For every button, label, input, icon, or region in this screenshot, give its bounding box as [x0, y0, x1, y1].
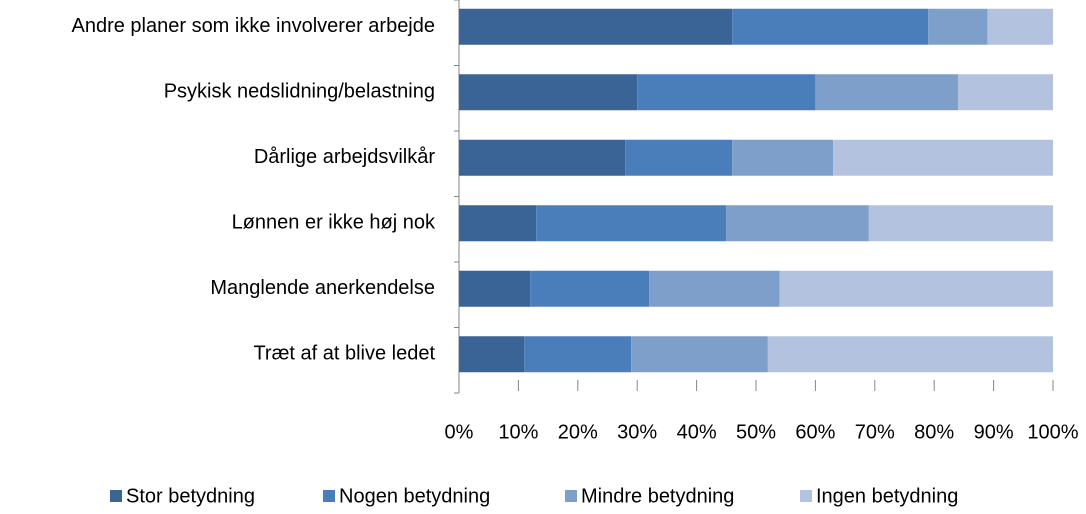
x-tick-label: 10%	[498, 421, 538, 443]
y-tick-label: Træt af at blive ledet	[253, 343, 435, 365]
x-tick-label: 0%	[445, 421, 474, 443]
x-tick-label: 50%	[736, 421, 776, 443]
legend-label: Ingen betydning	[816, 485, 958, 507]
y-tick-label: Dårlige arbejdsvilkår	[254, 146, 436, 168]
x-tick-label: 40%	[677, 421, 717, 443]
legend-swatch	[110, 490, 122, 502]
bar-segment	[459, 270, 531, 307]
y-tick-label: Psykisk nedslidning/belastning	[164, 81, 435, 103]
x-tick-label: 60%	[795, 421, 835, 443]
bar-segment	[957, 74, 1053, 111]
bar-segment	[459, 8, 733, 45]
bar-segment	[625, 139, 733, 176]
x-tick-label: 100%	[1027, 421, 1078, 443]
bar-segment	[732, 139, 834, 176]
legend-label: Stor betydning	[126, 485, 255, 507]
bar-segment	[928, 8, 988, 45]
bar-segment	[815, 74, 958, 111]
x-tick-label: 90%	[974, 421, 1014, 443]
bar-segment	[530, 270, 650, 307]
bar-segment	[536, 205, 727, 242]
bar-segment	[732, 8, 929, 45]
x-tick-label: 20%	[558, 421, 598, 443]
y-tick-label: Manglende anerkendelse	[210, 277, 435, 299]
bar-segment	[631, 336, 768, 373]
x-tick-label: 30%	[617, 421, 657, 443]
x-tick-label: 70%	[855, 421, 895, 443]
legend-label: Nogen betydning	[339, 485, 490, 507]
x-tick-label: 80%	[914, 421, 954, 443]
legend-swatch	[800, 490, 812, 502]
bar-segment	[459, 139, 626, 176]
bar-segment	[987, 8, 1053, 45]
bar-segment	[779, 270, 1053, 307]
bar-segment	[833, 139, 1053, 176]
bar-segment	[524, 336, 632, 373]
bar-segment	[726, 205, 869, 242]
legend-swatch	[323, 490, 335, 502]
bar-segment	[767, 336, 1053, 373]
bar-segment	[868, 205, 1053, 242]
legend-swatch	[565, 490, 577, 502]
bar-segment	[649, 270, 780, 307]
y-tick-label: Lønnen er ikke høj nok	[232, 212, 436, 234]
bar-segment	[459, 205, 537, 242]
y-tick-label: Andre planer som ikke involverer arbejde	[71, 15, 435, 37]
bar-segment	[637, 74, 816, 111]
legend-label: Mindre betydning	[581, 485, 734, 507]
bar-segment	[459, 74, 638, 111]
bar-segment	[459, 336, 525, 373]
